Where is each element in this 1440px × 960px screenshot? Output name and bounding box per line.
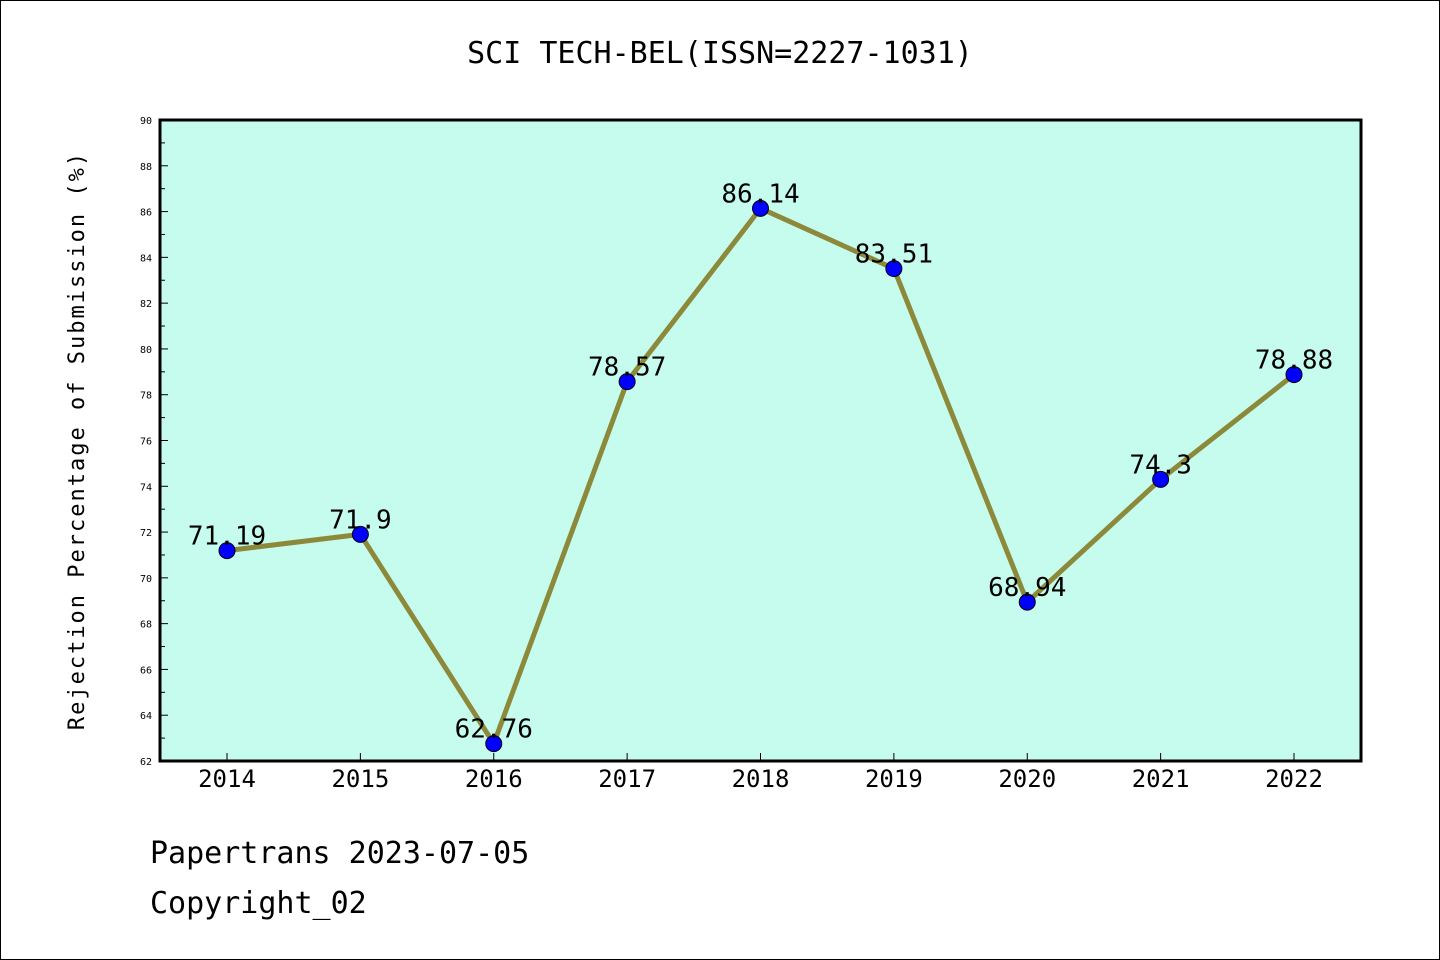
x-tick-label: 2016 (465, 765, 523, 793)
x-tick-label: 2021 (1132, 765, 1190, 793)
data-point (485, 735, 503, 753)
data-point (351, 525, 369, 543)
data-label: 71.19 (188, 522, 266, 552)
y-tick-label: 62 (140, 757, 152, 768)
y-axis-ticks: 62 64 66 68 70 72 74 76 78 80 82 84 86 88 90 (140, 116, 168, 768)
data-point (218, 542, 236, 560)
x-tick-label: 2014 (198, 765, 256, 793)
data-label: 86.14 (721, 179, 799, 209)
y-tick-label: 86 (140, 208, 152, 219)
y-tick-label: 84 (140, 253, 152, 264)
footer-date: Papertrans 2023-07-05 (150, 836, 530, 871)
y-axis-label: Rejection Percentage of Submission (%) (65, 151, 90, 730)
data-point (1152, 470, 1170, 488)
series-markers (218, 199, 1303, 753)
data-point (618, 373, 636, 391)
footer-copyright: Copyright_02 (150, 886, 367, 921)
data-labels: 71.19 71.9 62.76 78.57 86.14 83.51 68.94 74.3 78… (188, 179, 1333, 744)
data-point (885, 260, 903, 278)
data-label: 68.94 (988, 573, 1066, 603)
data-label: 62.76 (455, 715, 533, 745)
chart-title: SCI TECH-BEL(ISSN=2227-1031) (467, 36, 973, 71)
x-tick-label: 2018 (732, 765, 790, 793)
x-tick-label: 2020 (998, 765, 1056, 793)
x-tick-label: 2017 (598, 765, 656, 793)
y-tick-label: 68 (140, 620, 152, 631)
y-tick-label: 78 (140, 391, 152, 402)
data-point (1018, 593, 1036, 611)
data-label: 71.9 (329, 505, 392, 535)
x-tick-label: 2022 (1265, 765, 1323, 793)
x-tick-label: 2019 (865, 765, 923, 793)
y-tick-label: 72 (140, 528, 152, 539)
y-tick-label: 70 (140, 574, 152, 585)
data-label: 78.57 (588, 353, 666, 383)
plot-area (160, 120, 1361, 761)
y-tick-label: 74 (140, 482, 152, 493)
data-label: 78.88 (1255, 346, 1333, 376)
y-tick-label: 76 (140, 437, 152, 448)
y-tick-label: 88 (140, 162, 152, 173)
y-tick-label: 90 (140, 116, 152, 127)
y-tick-label: 64 (140, 711, 152, 722)
data-point (752, 199, 769, 217)
y-tick-label: 80 (140, 345, 152, 356)
y-tick-label: 66 (140, 665, 152, 676)
data-label: 74.3 (1129, 450, 1192, 480)
data-label: 83.51 (855, 240, 933, 270)
x-axis-ticks: 2014 2015 2016 2017 2018 2019 2020 2021 2022 (198, 753, 1323, 793)
y-tick-label: 82 (140, 299, 152, 310)
plot-border (158, 118, 1363, 763)
x-tick-label: 2015 (331, 765, 389, 793)
data-point (1285, 366, 1303, 384)
